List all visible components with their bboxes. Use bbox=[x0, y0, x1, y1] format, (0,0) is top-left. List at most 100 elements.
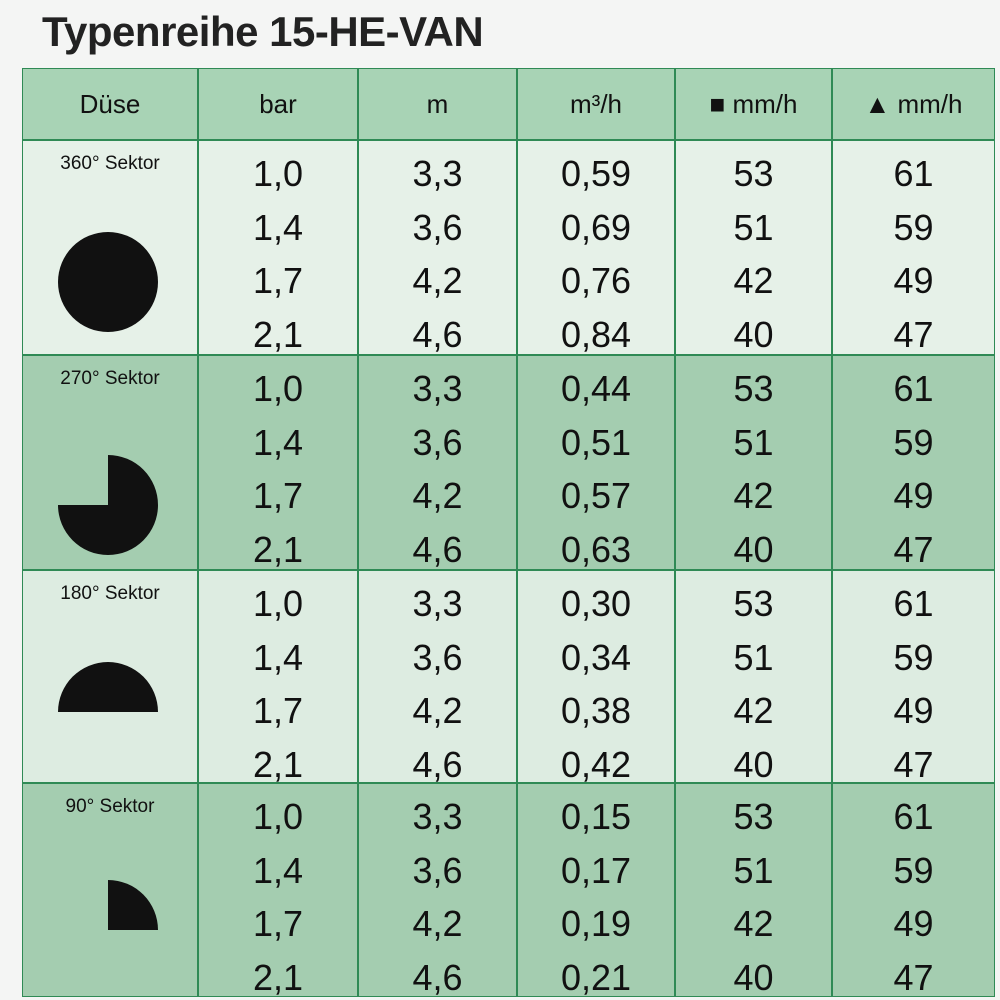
cell-value: 1,7 bbox=[252, 260, 304, 301]
cell-value: 61 bbox=[893, 368, 934, 409]
data-column: 53 51 42 40 bbox=[675, 355, 832, 570]
cell-value: 40 bbox=[733, 313, 774, 355]
data-column: 0,59 0,69 0,76 0,84 bbox=[517, 140, 675, 355]
data-column: 1,0 1,4 1,7 2,1 bbox=[198, 140, 358, 355]
cell-value: 42 bbox=[733, 690, 774, 731]
data-column: 53 51 42 40 bbox=[675, 140, 832, 355]
cell-value: 47 bbox=[893, 313, 934, 355]
data-column: 1,0 1,4 1,7 2,1 bbox=[198, 570, 358, 785]
cell-value: 0,63 bbox=[560, 528, 632, 570]
cell-value: 3,6 bbox=[412, 206, 463, 248]
cell-value: 1,4 bbox=[252, 421, 304, 463]
cell-value: 4,2 bbox=[412, 260, 463, 301]
cell-value: 3,3 bbox=[412, 368, 463, 409]
data-column: 1,0 1,4 1,7 2,1 bbox=[198, 355, 358, 570]
cell-value: 0,44 bbox=[560, 368, 632, 409]
column-header: m³/h bbox=[517, 68, 675, 140]
data-column: 3,3 3,6 4,2 4,6 bbox=[358, 355, 517, 570]
cell-value: 3,6 bbox=[412, 849, 463, 891]
data-column: 61 59 49 47 bbox=[832, 140, 995, 355]
data-column: 61 59 49 47 bbox=[832, 355, 995, 570]
data-column: 3,3 3,6 4,2 4,6 bbox=[358, 140, 517, 355]
cell-value: 40 bbox=[733, 956, 774, 998]
cell-value: 53 bbox=[733, 796, 774, 837]
cell-value: 1,7 bbox=[252, 903, 304, 944]
cell-value: 0,76 bbox=[560, 260, 632, 301]
cell-value: 3,6 bbox=[412, 636, 463, 678]
sector-label: 360° Sektor bbox=[22, 140, 198, 355]
cell-value: 61 bbox=[893, 796, 934, 837]
cell-value: 49 bbox=[893, 903, 934, 944]
cell-value: 0,51 bbox=[560, 421, 632, 463]
cell-value: 51 bbox=[733, 636, 774, 678]
cell-value: 4,2 bbox=[412, 690, 463, 731]
cell-value: 0,34 bbox=[560, 636, 632, 678]
data-column: 1,0 1,4 1,7 2,1 bbox=[198, 783, 358, 998]
cell-value: 1,4 bbox=[252, 636, 304, 678]
cell-value: 1,7 bbox=[252, 475, 304, 516]
cell-value: 2,1 bbox=[252, 313, 304, 355]
cell-value: 42 bbox=[733, 475, 774, 516]
cell-value: 1,0 bbox=[252, 796, 304, 837]
cell-value: 2,1 bbox=[252, 528, 304, 570]
cell-value: 3,3 bbox=[412, 153, 463, 194]
cell-value: 4,2 bbox=[412, 903, 463, 944]
cell-value: 61 bbox=[893, 153, 934, 194]
cell-value: 1,4 bbox=[252, 206, 304, 248]
cell-value: 2,1 bbox=[252, 743, 304, 785]
cell-value: 0,17 bbox=[560, 849, 632, 891]
cell-value: 0,21 bbox=[560, 956, 632, 998]
cell-value: 53 bbox=[733, 583, 774, 624]
cell-value: 1,0 bbox=[252, 583, 304, 624]
cell-value: 51 bbox=[733, 849, 774, 891]
cell-value: 2,1 bbox=[252, 956, 304, 998]
cell-value: 42 bbox=[733, 260, 774, 301]
data-column: 0,44 0,51 0,57 0,63 bbox=[517, 355, 675, 570]
cell-value: 0,30 bbox=[560, 583, 632, 624]
cell-value: 53 bbox=[733, 153, 774, 194]
sector-label: 180° Sektor bbox=[22, 570, 198, 783]
cell-value: 0,38 bbox=[560, 690, 632, 731]
cell-value: 59 bbox=[893, 849, 934, 891]
title: Typenreihe 15-HE-VAN bbox=[42, 8, 484, 55]
data-column: 61 59 49 47 bbox=[832, 570, 995, 785]
cell-value: 42 bbox=[733, 903, 774, 944]
cell-value: 59 bbox=[893, 206, 934, 248]
cell-value: 1,7 bbox=[252, 690, 304, 731]
sector-label: 270° Sektor bbox=[22, 355, 198, 570]
cell-value: 53 bbox=[733, 368, 774, 409]
cell-value: 3,3 bbox=[412, 583, 463, 624]
data-column: 0,30 0,34 0,38 0,42 bbox=[517, 570, 675, 785]
cell-value: 49 bbox=[893, 690, 934, 731]
cell-value: 51 bbox=[733, 206, 774, 248]
column-header: ■ mm/h bbox=[675, 68, 832, 140]
cell-value: 1,0 bbox=[252, 368, 304, 409]
cell-value: 3,3 bbox=[412, 796, 463, 837]
column-header: ▲ mm/h bbox=[832, 68, 995, 140]
data-column: 3,3 3,6 4,2 4,6 bbox=[358, 783, 517, 998]
data-column: 3,3 3,6 4,2 4,6 bbox=[358, 570, 517, 785]
cell-value: 4,6 bbox=[412, 743, 463, 785]
cell-value: 0,84 bbox=[560, 313, 632, 355]
column-header: m bbox=[358, 68, 517, 140]
data-column: 53 51 42 40 bbox=[675, 570, 832, 785]
cell-value: 47 bbox=[893, 743, 934, 785]
data-column: 0,15 0,17 0,19 0,21 bbox=[517, 783, 675, 998]
cell-value: 40 bbox=[733, 528, 774, 570]
cell-value: 59 bbox=[893, 421, 934, 463]
data-column: 53 51 42 40 bbox=[675, 783, 832, 998]
data-column: 61 59 49 47 bbox=[832, 783, 995, 998]
cell-value: 4,6 bbox=[412, 528, 463, 570]
cell-value: 59 bbox=[893, 636, 934, 678]
cell-value: 0,42 bbox=[560, 743, 632, 785]
column-header: bar bbox=[198, 68, 358, 140]
cell-value: 0,59 bbox=[560, 153, 632, 194]
cell-value: 47 bbox=[893, 956, 934, 998]
cell-value: 47 bbox=[893, 528, 934, 570]
cell-value: 0,15 bbox=[560, 796, 632, 837]
cell-value: 61 bbox=[893, 583, 934, 624]
cell-value: 4,6 bbox=[412, 313, 463, 355]
cell-value: 1,4 bbox=[252, 849, 304, 891]
sector-label: 90° Sektor bbox=[22, 783, 198, 997]
